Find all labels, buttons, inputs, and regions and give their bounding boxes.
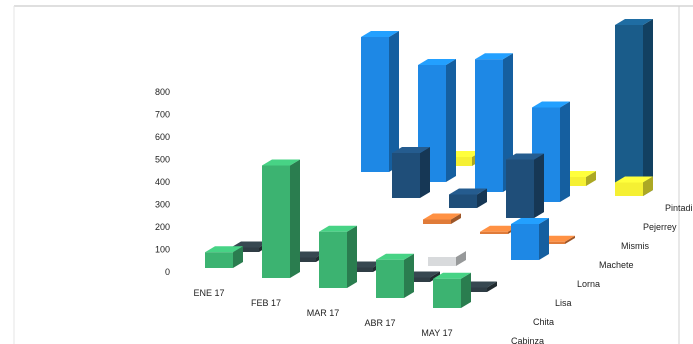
bar-pintadilla-may-17 [615, 19, 653, 196]
series-label: Lisa [555, 298, 572, 308]
bar-mismis-feb-17 [392, 147, 430, 198]
y-tick-label: 400 [155, 177, 170, 187]
bar-lisa-abr-17 [428, 251, 466, 266]
bar-pejerrey-ene-17 [361, 31, 399, 172]
bar-mismis-mar-17 [449, 188, 487, 208]
series-label: Pejerrey [643, 222, 677, 232]
y-tick-label: 500 [155, 155, 170, 165]
x-tick-label: FEB 17 [251, 298, 281, 308]
x-tick-label: ABR 17 [364, 318, 395, 328]
series-label: Cabinza [511, 336, 544, 344]
bar-machete-mar-17 [423, 213, 461, 224]
series-label: Machete [599, 260, 634, 270]
bar-cabinza-ene-17 [205, 246, 243, 268]
bar-cabinza-may-17 [433, 272, 471, 308]
series-label: Lorna [577, 279, 600, 289]
y-tick-label: 600 [155, 132, 170, 142]
y-tick-label: 100 [155, 245, 170, 255]
y-tick-label: 0 [165, 267, 170, 277]
y-tick-label: 200 [155, 222, 170, 232]
series-label: Mismis [621, 241, 649, 251]
bar-cabinza-abr-17 [376, 253, 414, 298]
y-tick-label: 700 [155, 110, 170, 120]
bar-mismis-abr-17 [506, 153, 544, 218]
bar-cabinza-mar-17 [319, 225, 357, 288]
bar-lorna-may-17 [511, 218, 549, 260]
x-tick-label: MAR 17 [307, 308, 340, 318]
y-tick-label: 800 [155, 87, 170, 97]
bar-pejerrey-mar-17 [475, 53, 513, 192]
y-tick-label: 300 [155, 200, 170, 210]
x-tick-label: MAY 17 [421, 328, 452, 338]
bar-cabinza-feb-17 [262, 159, 300, 278]
series-label: Chita [533, 317, 554, 327]
series-label: Pintadilla [665, 203, 693, 213]
x-tick-label: ENE 17 [193, 288, 224, 298]
bar-pintadilla-may-17 [615, 176, 653, 196]
